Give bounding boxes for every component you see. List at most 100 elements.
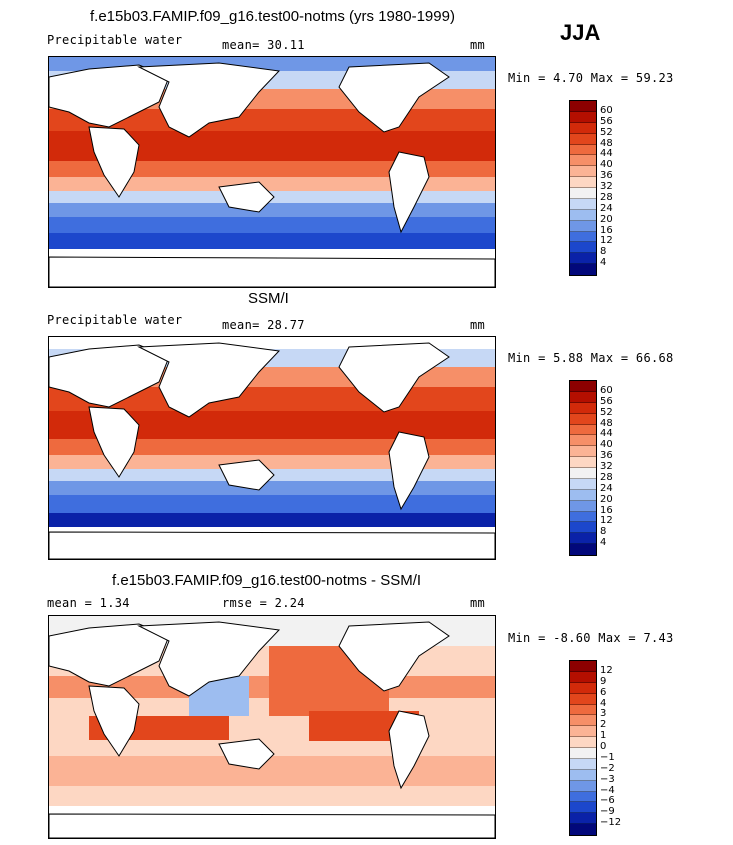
panel2-minmax: Min = 5.88 Max = 66.68 bbox=[508, 351, 674, 365]
colorbar-swatch bbox=[570, 264, 596, 275]
colorbar-tick-label: 12 bbox=[600, 664, 613, 676]
colorbar-swatch bbox=[570, 446, 596, 458]
colorbar-tick-label: 60 bbox=[600, 104, 613, 116]
colorbar-swatch bbox=[570, 253, 596, 265]
colorbar-swatch bbox=[570, 726, 596, 738]
colorbar-swatch bbox=[570, 802, 596, 814]
colorbar-tick-label: 56 bbox=[600, 115, 613, 127]
colorbar-swatch bbox=[570, 381, 596, 392]
colorbar-tick-label: 28 bbox=[600, 471, 613, 483]
colorbar-swatch bbox=[570, 693, 596, 705]
panel3-title: f.e15b03.FAMIP.f09_g16.test00-notms - SS… bbox=[112, 572, 422, 589]
colorbar-swatch bbox=[570, 413, 596, 425]
colorbar-tick-label: −2 bbox=[600, 762, 615, 774]
panel1-title: f.e15b03.FAMIP.f09_g16.test00-notms (yrs… bbox=[90, 8, 455, 25]
colorbar-tick-label: 40 bbox=[600, 439, 613, 451]
panel3-minmax: Min = -8.60 Max = 7.43 bbox=[508, 631, 674, 645]
colorbar-swatch bbox=[570, 500, 596, 512]
colorbar-swatch bbox=[570, 177, 596, 188]
colorbar-tick-label: 12 bbox=[600, 235, 613, 247]
panel1-map-svg bbox=[49, 57, 495, 287]
colorbar-swatch bbox=[570, 824, 596, 835]
colorbar-swatch bbox=[570, 489, 596, 501]
panel1-variable-label: Precipitable water bbox=[47, 33, 183, 47]
panel3-rmse: rmse = 2.24 bbox=[222, 596, 305, 610]
panel1-colorbar bbox=[569, 100, 597, 276]
colorbar-swatch bbox=[570, 544, 596, 555]
colorbar-tick-label: 4 bbox=[600, 697, 607, 709]
colorbar-swatch bbox=[570, 737, 596, 748]
colorbar-tick-label: 12 bbox=[600, 515, 613, 527]
colorbar-tick-label: 24 bbox=[600, 482, 613, 494]
colorbar-swatch bbox=[570, 242, 596, 254]
colorbar-tick-label: 56 bbox=[600, 395, 613, 407]
colorbar-tick-label: 48 bbox=[600, 417, 613, 429]
colorbar-tick-label: −6 bbox=[600, 795, 615, 807]
colorbar-tick-label: 60 bbox=[600, 384, 613, 396]
colorbar-tick-label: 4 bbox=[600, 257, 607, 269]
colorbar-swatch bbox=[570, 661, 596, 672]
colorbar-swatch bbox=[570, 511, 596, 523]
panel2-mean: mean= 28.77 bbox=[222, 318, 305, 332]
colorbar-tick-label: 28 bbox=[600, 191, 613, 203]
colorbar-swatch bbox=[570, 780, 596, 792]
colorbar-swatch bbox=[570, 188, 596, 199]
colorbar-swatch bbox=[570, 748, 596, 759]
colorbar-tick-label: 1 bbox=[600, 730, 607, 742]
colorbar-swatch bbox=[570, 220, 596, 232]
colorbar-swatch bbox=[570, 758, 596, 770]
colorbar-swatch bbox=[570, 155, 596, 167]
colorbar-swatch bbox=[570, 101, 596, 112]
colorbar-swatch bbox=[570, 231, 596, 243]
colorbar-tick-label: 6 bbox=[600, 686, 607, 698]
panel2-unit: mm bbox=[470, 318, 486, 332]
colorbar-swatch bbox=[570, 704, 596, 716]
panel2-title: SSM/I bbox=[248, 290, 289, 307]
colorbar-tick-label: 8 bbox=[600, 246, 607, 258]
colorbar-swatch bbox=[570, 791, 596, 803]
colorbar-tick-label: −9 bbox=[600, 806, 615, 818]
colorbar-tick-label: 0 bbox=[600, 741, 607, 752]
season-label: JJA bbox=[560, 20, 601, 45]
colorbar-swatch bbox=[570, 533, 596, 545]
colorbar-tick-label: 32 bbox=[600, 461, 613, 472]
colorbar-swatch bbox=[570, 457, 596, 468]
colorbar-swatch bbox=[570, 468, 596, 479]
colorbar-tick-label: 3 bbox=[600, 708, 607, 720]
colorbar-tick-label: 32 bbox=[600, 181, 613, 192]
colorbar-swatch bbox=[570, 391, 596, 403]
colorbar-tick-label: 52 bbox=[600, 406, 613, 418]
colorbar-tick-label: 4 bbox=[600, 537, 607, 549]
colorbar-swatch bbox=[570, 144, 596, 156]
colorbar-tick-label: 20 bbox=[600, 493, 613, 505]
colorbar-swatch bbox=[570, 122, 596, 134]
colorbar-swatch bbox=[570, 424, 596, 436]
colorbar-swatch bbox=[570, 209, 596, 221]
colorbar-tick-label: −1 bbox=[600, 751, 615, 763]
panel2-colorbar bbox=[569, 380, 597, 556]
colorbar-tick-label: 44 bbox=[600, 148, 613, 160]
panel1-unit: mm bbox=[470, 38, 486, 52]
colorbar-swatch bbox=[570, 198, 596, 210]
panel3-mean: mean = 1.34 bbox=[47, 596, 130, 610]
panel1-mean: mean= 30.11 bbox=[222, 38, 305, 52]
colorbar-swatch bbox=[570, 133, 596, 145]
colorbar-tick-label: 36 bbox=[600, 170, 613, 182]
colorbar-tick-label: 8 bbox=[600, 526, 607, 538]
colorbar-swatch bbox=[570, 715, 596, 727]
panel2-map-svg bbox=[49, 337, 495, 559]
colorbar-swatch bbox=[570, 769, 596, 781]
colorbar-tick-label: 20 bbox=[600, 213, 613, 225]
panel1-map bbox=[48, 56, 496, 288]
colorbar-swatch bbox=[570, 402, 596, 414]
colorbar-tick-label: 24 bbox=[600, 202, 613, 214]
colorbar-tick-label: 48 bbox=[600, 137, 613, 149]
panel3-map-svg bbox=[49, 616, 495, 838]
colorbar-tick-label: 16 bbox=[600, 504, 613, 516]
colorbar-swatch bbox=[570, 478, 596, 490]
colorbar-swatch bbox=[570, 435, 596, 447]
colorbar-swatch bbox=[570, 682, 596, 694]
panel2-variable-label: Precipitable water bbox=[47, 313, 183, 327]
panel2-map bbox=[48, 336, 496, 560]
panel3-colorbar bbox=[569, 660, 597, 836]
